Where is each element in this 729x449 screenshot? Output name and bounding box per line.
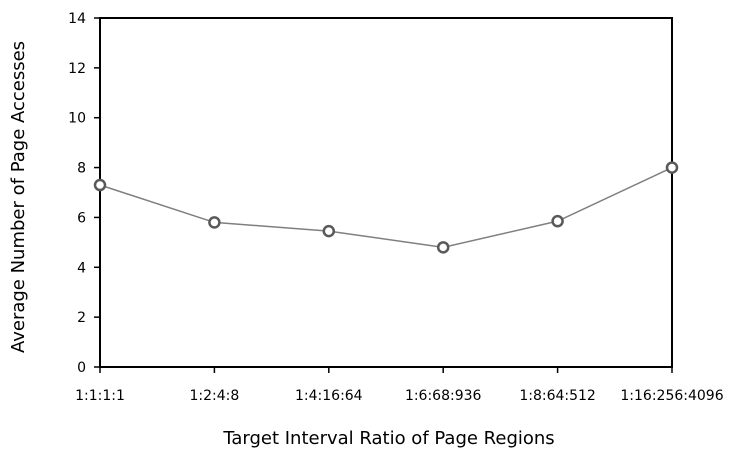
data-point-marker [665, 161, 679, 174]
x-axis-title: Target Interval Ratio of Page Regions [222, 428, 554, 449]
x-tick-label: 1:1:1:1 [75, 388, 125, 404]
y-axis-title: Average Number of Page Accesses [8, 41, 29, 353]
y-tick-label: 0 [77, 360, 86, 376]
x-axis-ticks: 1:1:1:1 1:2:4:8 1:4:16:64 1:6:68:936 1:8:64:… [75, 367, 724, 404]
x-tick-label: 1:8:64:512 [519, 388, 596, 404]
x-tick-label: 1:4:16:64 [295, 388, 363, 404]
y-tick-label: 14 [68, 11, 86, 27]
y-tick-label: 12 [68, 61, 86, 77]
x-tick-label: 1:2:4:8 [190, 388, 240, 404]
y-axis-ticks: 0 2 4 6 8 10 12 14 [68, 11, 100, 376]
data-series [93, 161, 679, 254]
y-tick-label: 2 [77, 310, 86, 326]
y-tick-label: 6 [77, 210, 86, 226]
x-tick-label: 1:16:256:4096 [620, 388, 723, 404]
x-tick-label: 1:6:68:936 [405, 388, 482, 404]
data-point-marker [436, 241, 450, 254]
data-point-marker [93, 178, 107, 192]
y-tick-label: 8 [77, 161, 86, 177]
y-tick-label: 4 [77, 260, 86, 276]
data-point-marker [208, 216, 221, 229]
plot-area-frame [99, 17, 673, 368]
series-line [99, 166, 673, 249]
data-point-marker [551, 214, 564, 228]
data-point-marker [322, 224, 336, 238]
y-tick-label: 10 [68, 111, 86, 127]
